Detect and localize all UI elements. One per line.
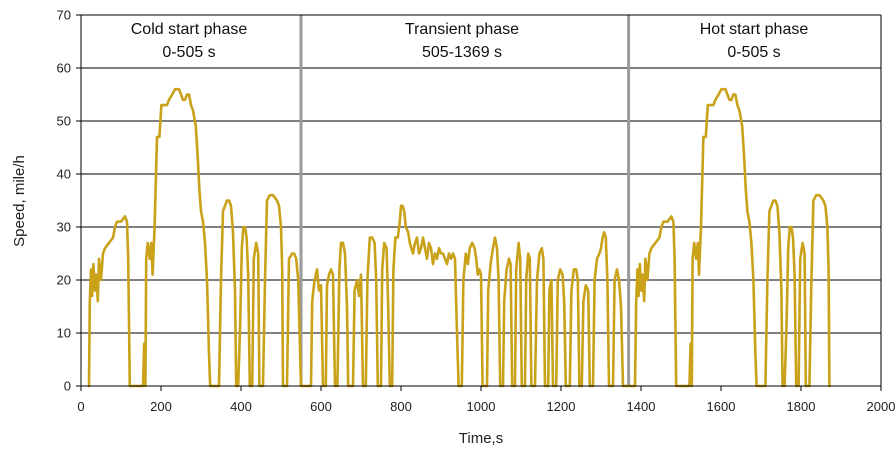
x-axis-title: Time,s: [459, 430, 503, 447]
y-tick-label-30: 30: [57, 220, 71, 235]
x-tick-label-1600: 1600: [707, 399, 736, 414]
phase-3-range: 0-505 s: [727, 44, 780, 61]
x-tick-label-2000: 2000: [867, 399, 896, 414]
x-tick-label-400: 400: [230, 399, 252, 414]
y-tick-labels: 0 10 20 30 40 50 60 70: [57, 8, 81, 394]
x-tick-label-1200: 1200: [547, 399, 576, 414]
phase-labels: Cold start phase 0-505 s Transient phase…: [131, 21, 809, 61]
x-tick-label-1000: 1000: [467, 399, 496, 414]
phase-dividers: [299, 15, 631, 386]
x-tick-label-1400: 1400: [627, 399, 656, 414]
x-tick-label-800: 800: [390, 399, 412, 414]
x-tick-labels: 0 200 400 600 800 1000 1200 1400 1600 1800 2000: [77, 386, 895, 414]
phase-3-name: Hot start phase: [700, 21, 809, 38]
y-tick-label-0: 0: [64, 379, 71, 394]
x-tick-label-200: 200: [150, 399, 172, 414]
phase-1-name: Cold start phase: [131, 21, 248, 38]
phase-2-name: Transient phase: [405, 21, 519, 38]
x-tick-label-600: 600: [310, 399, 332, 414]
y-tick-label-20: 20: [57, 273, 71, 288]
y-axis-title: Speed, mile/h: [11, 155, 28, 247]
phase-1-range: 0-505 s: [162, 44, 215, 61]
x-tick-label-1800: 1800: [787, 399, 816, 414]
x-tick-label-0: 0: [77, 399, 84, 414]
y-tick-label-60: 60: [57, 61, 71, 76]
y-tick-label-50: 50: [57, 114, 71, 129]
y-tick-label-10: 10: [57, 326, 71, 341]
phase-2-range: 505-1369 s: [422, 44, 502, 61]
y-tick-label-40: 40: [57, 167, 71, 182]
y-tick-label-70: 70: [57, 8, 71, 23]
